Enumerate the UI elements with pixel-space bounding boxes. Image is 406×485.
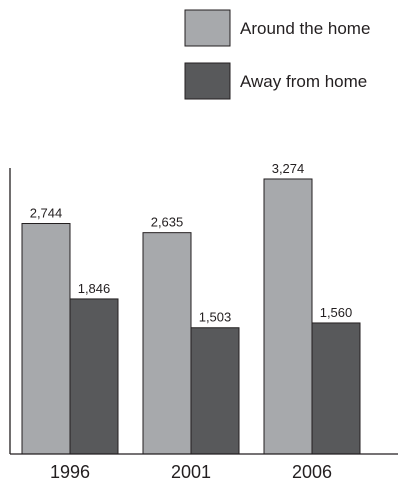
- value-label: 1,560: [320, 305, 353, 320]
- bar-around-the-home-1996: [21, 223, 71, 455]
- legend-label: Away from home: [240, 72, 367, 91]
- x-tick-label: 1996: [50, 462, 90, 480]
- bar-away-from-home-1996: [69, 298, 119, 455]
- x-tick-labels: 1996 2001 2006: [50, 462, 332, 482]
- value-label: 3,274: [272, 161, 305, 176]
- bars: [21, 178, 361, 455]
- value-label: 1,846: [78, 281, 111, 296]
- bar-around-the-home-2001: [142, 232, 192, 455]
- x-tick-label: 2006: [292, 462, 332, 480]
- bar-around-the-home-2006: [263, 178, 313, 455]
- legend-swatch: [184, 9, 231, 47]
- bar-away-from-home-2006: [311, 322, 361, 455]
- x-axis: [9, 168, 398, 455]
- value-label: 2,744: [30, 206, 63, 221]
- value-labels: 2,744 1,846 2,635 1,503 3,274 1,560: [30, 161, 353, 325]
- legend: Around the home Away from home: [184, 9, 370, 100]
- bar-away-from-home-2001: [190, 327, 240, 455]
- x-tick-label: 2001: [171, 462, 211, 480]
- value-label: 1,503: [199, 310, 232, 325]
- legend-label: Around the home: [240, 19, 370, 38]
- legend-swatch: [184, 62, 231, 100]
- value-label: 2,635: [151, 215, 184, 230]
